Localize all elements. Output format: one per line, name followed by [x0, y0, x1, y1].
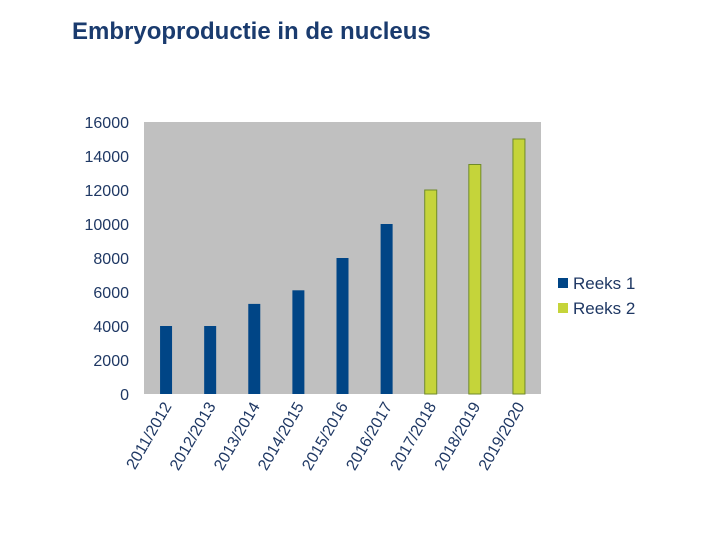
x-axis-ticks: 2011/20122012/20132013/20142014/20152015… — [124, 399, 529, 473]
y-axis-ticks: 0 2000 4000 6000 8000 10000 12000 14000 16000 — [85, 115, 130, 404]
y-tick-label: 8000 — [93, 251, 129, 268]
bars — [160, 138, 526, 395]
bar-2014-2015 — [292, 290, 305, 394]
legend-swatch — [558, 278, 568, 288]
y-tick-label: 0 — [120, 387, 129, 404]
y-tick-label: 14000 — [85, 149, 130, 166]
legend-label: Reeks 1 — [573, 274, 635, 293]
y-tick-label: 2000 — [93, 353, 129, 370]
y-tick-label: 16000 — [85, 115, 130, 132]
legend: Reeks 1 Reeks 2 — [558, 274, 635, 318]
bar-2016-2017 — [380, 224, 393, 394]
y-tick-label: 4000 — [93, 319, 129, 336]
bar-2019-2020 — [512, 138, 526, 395]
legend-label: Reeks 2 — [573, 299, 635, 318]
bar-2017-2018 — [424, 189, 438, 395]
y-tick-label: 10000 — [85, 217, 130, 234]
y-tick-label: 12000 — [85, 183, 130, 200]
bar-2011-2012 — [160, 326, 173, 394]
x-tick-label: 2011/2012 — [124, 399, 176, 472]
bar-2018-2019 — [468, 164, 482, 395]
bar-2013-2014 — [248, 303, 261, 394]
page-title: Embryoproductie in de nucleus — [72, 18, 431, 45]
y-tick-label: 6000 — [93, 285, 129, 302]
bar-2012-2013 — [204, 326, 217, 394]
bar-2015-2016 — [336, 258, 349, 394]
legend-swatch — [558, 303, 568, 313]
x-tick-label: 2019/2020 — [476, 399, 529, 473]
